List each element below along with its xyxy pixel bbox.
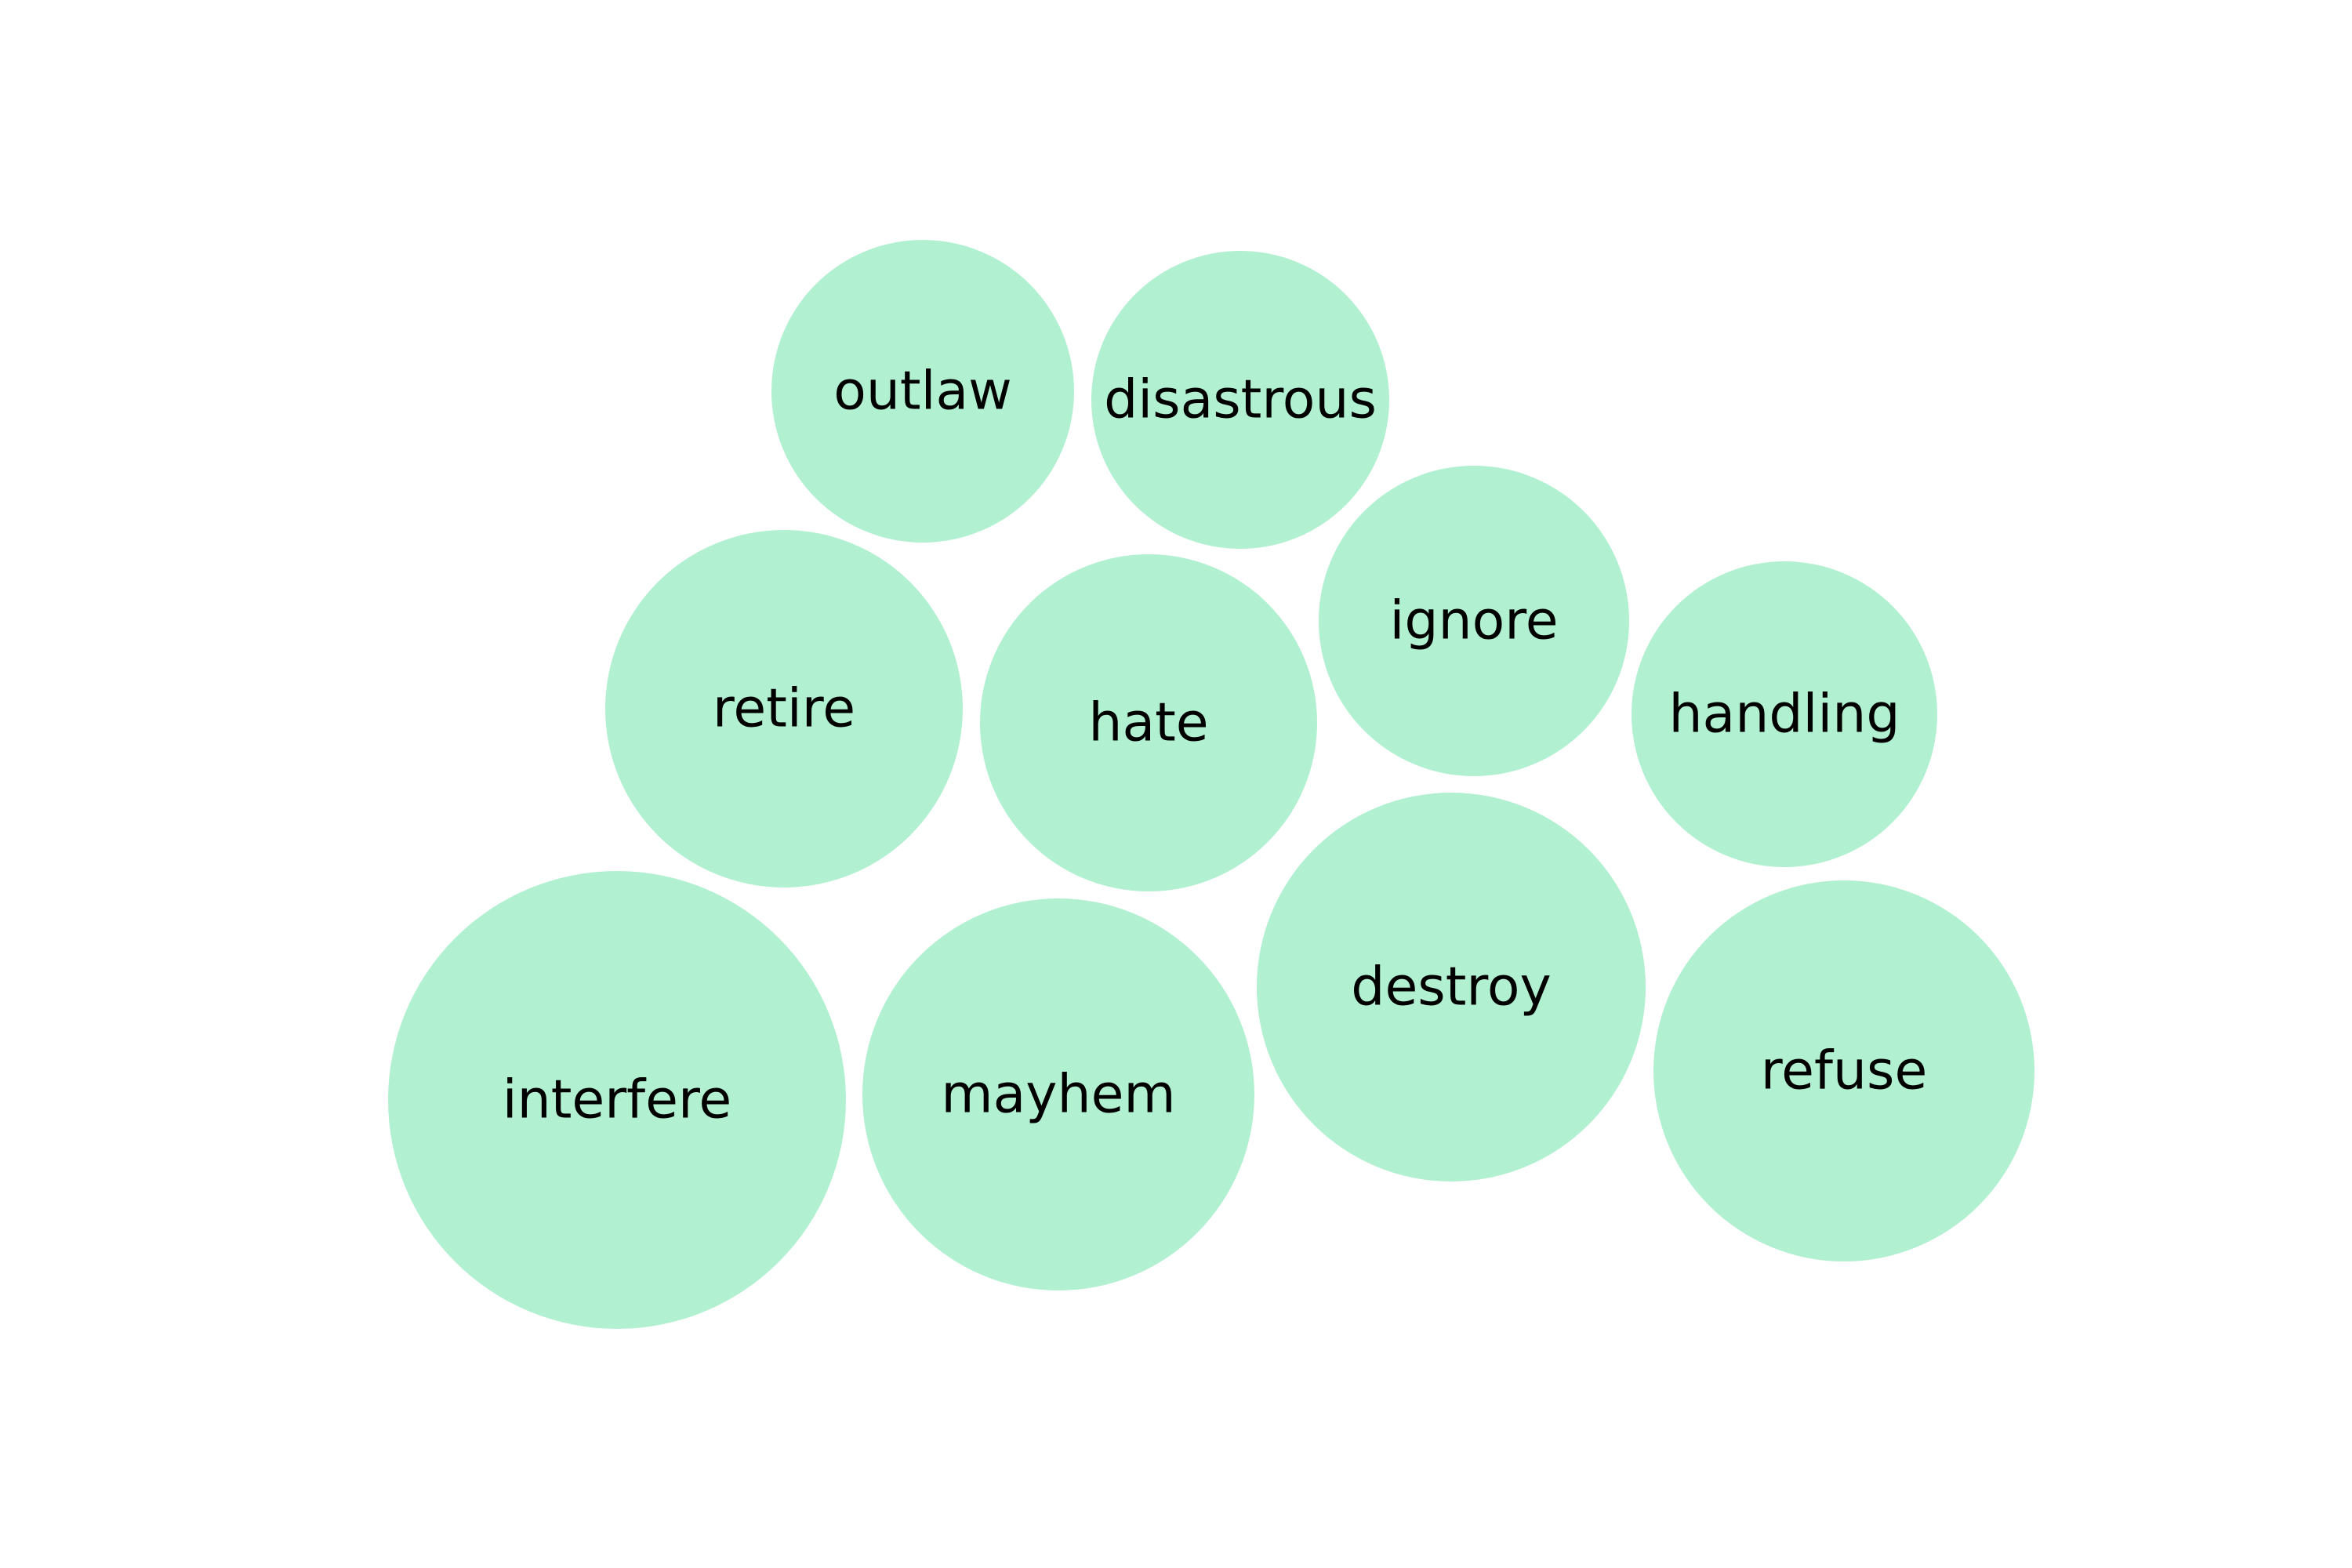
bubble-circle-retire [605,530,963,887]
bubble-circle-hate [980,554,1317,891]
bubble-mayhem: mayhem [862,898,1254,1290]
bubble-label-mayhem: mayhem [941,1064,1175,1126]
bubble-outlaw: outlaw [771,240,1074,543]
bubble-circle-mayhem [862,898,1254,1290]
bubble-disastrous: disastrous [1091,251,1389,549]
bubble-refuse: refuse [1653,880,2034,1261]
bubble-label-refuse: refuse [1761,1040,1928,1102]
bubble-ignore: ignore [1319,466,1629,776]
bubble-label-outlaw: outlaw [833,361,1012,423]
bubble-label-retire: retire [713,678,855,740]
bubble-interfere: interfere [388,871,846,1329]
bubble-hate: hate [980,554,1317,891]
bubble-label-ignore: ignore [1389,590,1558,652]
bubble-circle-outlaw [771,240,1074,543]
bubble-circle-ignore [1319,466,1629,776]
bubble-circle-destroy [1257,793,1646,1181]
bubble-retire: retire [605,530,963,887]
bubble-circle-refuse [1653,880,2034,1261]
bubble-label-destroy: destroy [1351,956,1551,1018]
bubble-circle-disastrous [1091,251,1389,549]
bubble-label-hate: hate [1088,692,1208,754]
bubble-circle-interfere [388,871,846,1329]
bubble-destroy: destroy [1257,793,1646,1181]
bubble-label-disastrous: disastrous [1104,369,1377,431]
bubble-label-interfere: interfere [503,1069,732,1131]
bubble-label-handling: handling [1668,684,1900,746]
bubble-circle-handling [1632,561,1937,867]
bubbles-layer: outlaw disastrous retire hate ignore handling… [388,240,2034,1329]
bubble-handling: handling [1632,561,1937,867]
